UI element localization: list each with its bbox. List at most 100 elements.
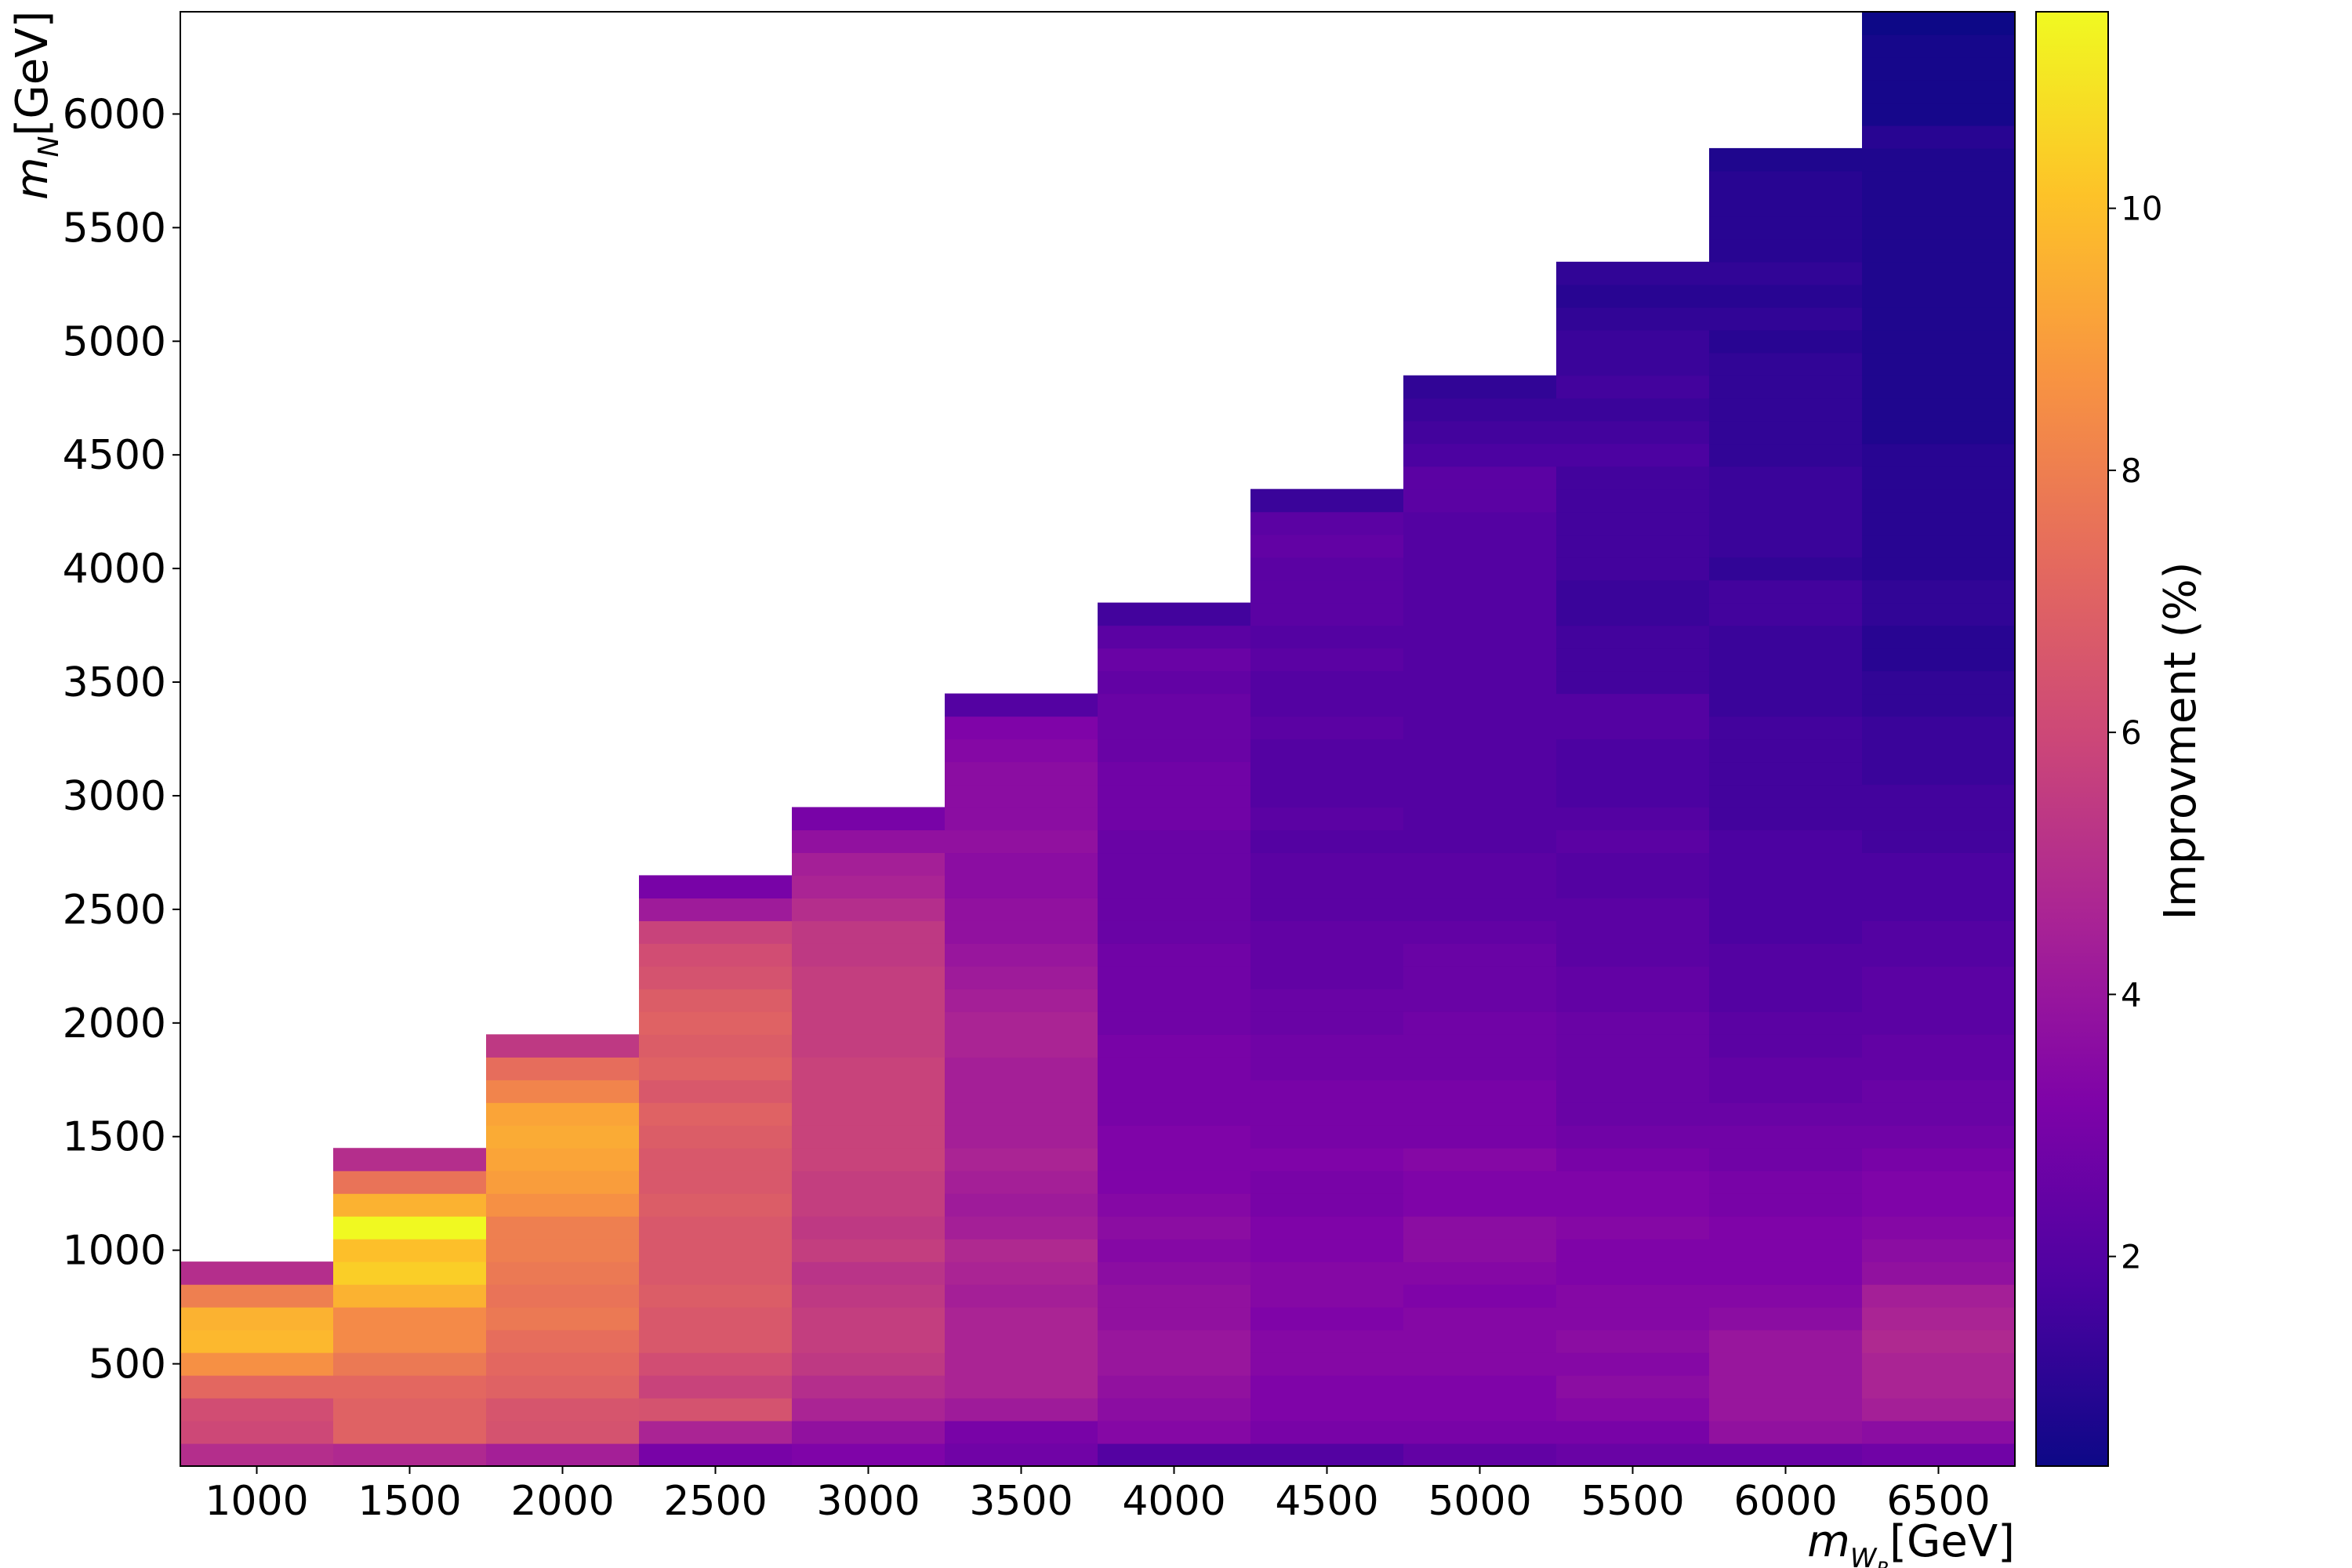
heatmap-cell bbox=[180, 1352, 334, 1376]
heatmap-cell bbox=[1250, 625, 1404, 649]
heatmap-cell bbox=[945, 1171, 1098, 1194]
y-tick-label: 4000 bbox=[63, 546, 166, 593]
heatmap-cell bbox=[1098, 602, 1251, 626]
heatmap-cell bbox=[1556, 466, 1710, 490]
heatmap-cell bbox=[1862, 147, 2016, 172]
heatmap-cell bbox=[1862, 716, 2016, 740]
heatmap-cell bbox=[1403, 648, 1557, 672]
heatmap-cell bbox=[1250, 1034, 1404, 1058]
x-tick-label: 4000 bbox=[1122, 1478, 1225, 1525]
heatmap-cell bbox=[180, 1375, 334, 1399]
plot-frame bbox=[180, 11, 2016, 1467]
heatmap-cell bbox=[1709, 1057, 1863, 1080]
heatmap-cell bbox=[1862, 34, 2016, 58]
heatmap-cell bbox=[1709, 989, 1863, 1012]
heatmap-cell bbox=[1556, 329, 1710, 354]
heatmap-cell bbox=[1556, 943, 1710, 967]
heatmap-cell bbox=[1098, 761, 1251, 786]
heatmap-cell bbox=[1709, 1216, 1863, 1240]
heatmap-cell bbox=[639, 989, 793, 1012]
heatmap-cell bbox=[1556, 1261, 1710, 1285]
heatmap-cell bbox=[1709, 261, 1863, 285]
heatmap-cell bbox=[1862, 829, 2016, 854]
heatmap-cell bbox=[180, 1261, 334, 1285]
heatmap-cell bbox=[1709, 670, 1863, 695]
heatmap-cell bbox=[1403, 602, 1557, 626]
heatmap-cell bbox=[333, 1443, 487, 1467]
heatmap-cell bbox=[945, 1239, 1098, 1262]
heatmap-cell bbox=[1862, 1171, 2016, 1194]
heatmap-cell bbox=[1862, 920, 2016, 944]
heatmap-cell bbox=[1098, 852, 1251, 876]
heatmap-cell bbox=[1556, 966, 1710, 989]
x-tick-label: 5500 bbox=[1581, 1478, 1684, 1525]
heatmap-cell bbox=[639, 1148, 793, 1171]
heatmap-cell bbox=[1862, 966, 2016, 989]
heatmap-cell bbox=[1862, 943, 2016, 967]
heatmap-cell bbox=[1556, 1148, 1710, 1171]
heatmap-cell bbox=[639, 1057, 793, 1080]
heatmap-cell bbox=[1556, 1216, 1710, 1240]
heatmap-cell bbox=[1250, 875, 1404, 898]
heatmap-cell bbox=[486, 1148, 640, 1171]
heatmap-cell bbox=[1709, 1284, 1863, 1308]
heatmap-cell bbox=[1709, 329, 1863, 354]
x-tick-label: 2000 bbox=[510, 1478, 614, 1525]
y-tick-label: 5500 bbox=[63, 205, 166, 252]
heatmap-cell bbox=[1556, 1330, 1710, 1353]
heatmap-cell bbox=[1098, 784, 1251, 808]
x-tick-label: 1500 bbox=[358, 1478, 461, 1525]
heatmap-cell bbox=[945, 852, 1098, 876]
heatmap-cell bbox=[1862, 852, 2016, 876]
heatmap-cell bbox=[1098, 1375, 1251, 1399]
heatmap-cell bbox=[792, 1330, 946, 1353]
heatmap-cell bbox=[945, 829, 1098, 854]
heatmap-cell bbox=[1862, 602, 2016, 626]
heatmap-cell bbox=[1862, 488, 2016, 513]
heatmap-cell bbox=[1862, 261, 2016, 285]
heatmap-cell bbox=[486, 1375, 640, 1399]
heatmap-cell bbox=[1250, 920, 1404, 944]
heatmap-cell bbox=[945, 1284, 1098, 1308]
heatmap-cell bbox=[1709, 238, 1863, 263]
heatmap-cell bbox=[792, 1284, 946, 1308]
heatmap-cell bbox=[1098, 1352, 1251, 1376]
heatmap-cell bbox=[1250, 1102, 1404, 1126]
colorbar-title: Improvment (%) bbox=[2155, 562, 2206, 920]
heatmap-cell bbox=[1403, 989, 1557, 1012]
heatmap-cell bbox=[792, 807, 946, 831]
heatmap-cell bbox=[1403, 1375, 1557, 1399]
heatmap-cell bbox=[1709, 602, 1863, 626]
heatmap-cell bbox=[1098, 1398, 1251, 1421]
y-tick-label: 5000 bbox=[63, 318, 166, 365]
heatmap-cell bbox=[1709, 1080, 1863, 1103]
heatmap-cell bbox=[1250, 648, 1404, 672]
colorbar bbox=[2035, 11, 2109, 1467]
heatmap-cell bbox=[1556, 557, 1710, 581]
heatmap-cell bbox=[486, 1171, 640, 1194]
heatmap-cell bbox=[639, 1398, 793, 1421]
heatmap-cell bbox=[1556, 1193, 1710, 1217]
heatmap-cell bbox=[639, 875, 793, 898]
heatmap-cell bbox=[1403, 1330, 1557, 1353]
heatmap-cell bbox=[792, 852, 946, 876]
heatmap-cell bbox=[1098, 1125, 1251, 1149]
heatmap-cell bbox=[1862, 375, 2016, 399]
heatmap-cell bbox=[1403, 1171, 1557, 1194]
heatmap-cell bbox=[1098, 920, 1251, 944]
heatmap-cell bbox=[1250, 1239, 1404, 1262]
heatmap-cell bbox=[1403, 784, 1557, 808]
heatmap-cell bbox=[1556, 307, 1710, 331]
heatmap-cell bbox=[792, 1193, 946, 1217]
heatmap-cell bbox=[1403, 1216, 1557, 1240]
heatmap-cell bbox=[1403, 1284, 1557, 1308]
heatmap-cell bbox=[1709, 1330, 1863, 1353]
heatmap-cell bbox=[1250, 534, 1404, 558]
heatmap-cell bbox=[1403, 920, 1557, 944]
heatmap-cell bbox=[1098, 1171, 1251, 1194]
heatmap-cell bbox=[486, 1057, 640, 1080]
heatmap-cell bbox=[1709, 807, 1863, 831]
heatmap-cell bbox=[792, 898, 946, 921]
heatmap-cell bbox=[792, 1057, 946, 1080]
heatmap-cell bbox=[1250, 670, 1404, 695]
